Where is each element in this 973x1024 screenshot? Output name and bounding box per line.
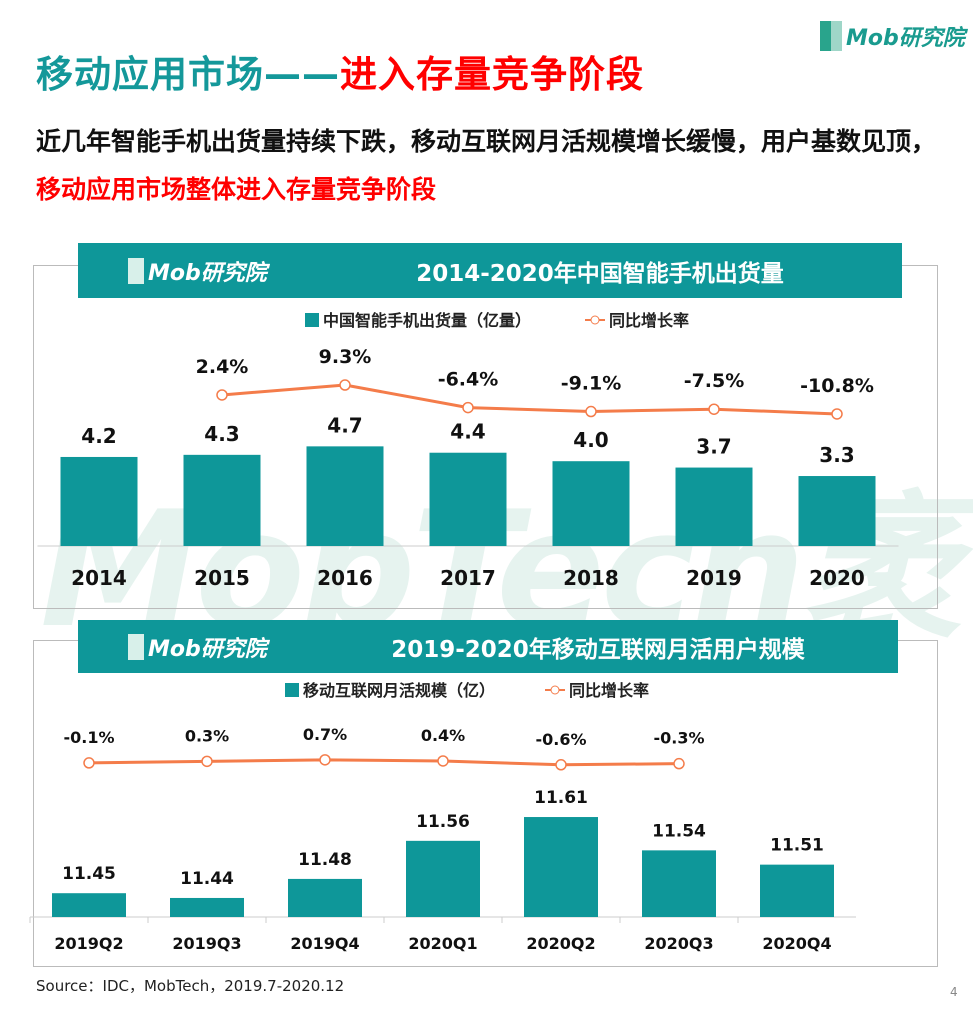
chart1-growth-label: -9.1% — [561, 373, 622, 395]
chart2-bar-label: 11.61 — [534, 788, 588, 808]
chart2-growth-label: -0.3% — [653, 729, 704, 748]
chart2-bar — [52, 893, 126, 917]
chart2-bar-label: 11.44 — [180, 869, 234, 889]
chart1-bar — [552, 461, 630, 546]
chart2-growth-point — [83, 757, 95, 769]
chart1-legend-bar-swatch — [305, 313, 319, 327]
chart1-growth-label: -6.4% — [438, 369, 499, 391]
source-note: Source：IDC，MobTech，2019.7-2020.12 — [36, 977, 345, 995]
chart1-x-tick-label: 2018 — [563, 566, 619, 590]
chart2-legend-bar-swatch — [285, 683, 299, 697]
chart2-growth-point — [437, 755, 449, 767]
chart2-growth-label: -0.6% — [535, 730, 586, 749]
chart2-bar — [642, 850, 716, 917]
chart2-legend-line: 同比增长率 — [569, 681, 649, 700]
chart1-x-tick-label: 2016 — [317, 566, 373, 590]
chart2-header: Mob研究院 2019-2020年移动互联网月活用户规模 — [78, 620, 898, 673]
chart2-bar-label: 11.51 — [770, 836, 824, 856]
chart1-growth-point — [831, 408, 843, 420]
page-title: 移动应用市场——进入存量竞争阶段 — [36, 44, 644, 98]
chart2-bar — [406, 840, 480, 917]
chart2-x-tick-label: 2020Q1 — [408, 934, 477, 953]
chart1-growth-label: -7.5% — [684, 370, 745, 392]
chart2-x-tick-label: 2020Q3 — [644, 934, 713, 953]
chart2-logo-text: Mob研究院 — [148, 636, 267, 662]
chart2-bar-label: 11.54 — [652, 821, 706, 841]
chart1-bar-label: 3.3 — [819, 443, 854, 467]
chart2-bar — [288, 878, 362, 917]
chart1-bar — [429, 452, 507, 546]
chart2-growth-line — [88, 758, 680, 767]
chart1-bar-label: 4.2 — [81, 424, 116, 448]
summary-part1: 近几年智能手机出货量持续下跌，移动互联网月活规模增长缓慢，用户基数见顶， — [36, 127, 937, 156]
chart1-growth-line — [221, 383, 838, 416]
chart1-bar-label: 3.7 — [696, 435, 731, 459]
chart2-growth-point — [555, 759, 567, 771]
chart2-bar-label: 11.48 — [298, 850, 352, 870]
summary-part2: 移动应用市场整体进入存量竞争阶段 — [36, 175, 437, 204]
chart2-growth-point — [201, 755, 213, 768]
chart1-x-tick-label: 2015 — [194, 566, 250, 590]
logo-text: Mob研究院 — [846, 26, 965, 51]
title-part2: 进入存量竞争阶段 — [340, 53, 644, 96]
chart2-bar-label: 11.56 — [416, 812, 470, 832]
chart1-growth-label: 9.3% — [319, 346, 372, 368]
chart2-x-tick-label: 2020Q4 — [762, 934, 831, 953]
chart1-x-tick-label: 2020 — [809, 566, 865, 590]
chart2-x-tick-label: 2019Q4 — [290, 934, 359, 953]
chart1-growth-point — [462, 401, 474, 414]
chart2-legend-line-marker — [550, 685, 560, 695]
chart1-bar — [675, 467, 753, 546]
chart1-bar — [798, 476, 876, 546]
summary-text: 近几年智能手机出货量持续下跌，移动互联网月活规模增长缓慢，用户基数见顶， 移动应用… — [36, 118, 936, 214]
chart1-growth-point — [216, 389, 228, 401]
chart1-title: 2014-2020年中国智能手机出货量 — [416, 260, 784, 287]
chart1-bar-label: 4.7 — [327, 413, 362, 437]
chart2-growth-label: 0.3% — [185, 726, 229, 745]
chart1-growth-point — [585, 405, 597, 418]
page-number: 4 — [950, 985, 958, 999]
chart1-legend-line-marker — [590, 315, 600, 325]
title-part1: 移动应用市场—— — [36, 53, 340, 96]
chart2-growth-point — [319, 754, 331, 766]
chart2-x-tick-label: 2019Q2 — [54, 934, 123, 953]
chart1-x-tick-label: 2019 — [686, 566, 742, 590]
chart1-bar — [60, 456, 138, 546]
chart1-growth-label: 2.4% — [196, 356, 249, 378]
mob-logo: Mob研究院 — [820, 20, 965, 52]
chart2-growth-label: 0.4% — [421, 726, 465, 745]
chart1-growth-label: -10.8% — [800, 375, 874, 397]
chart2-x-tick-label: 2019Q3 — [172, 934, 241, 953]
chart2-logo: Mob研究院 — [128, 631, 378, 663]
chart1-bar — [306, 446, 384, 546]
chart2-bar-label: 11.45 — [62, 864, 116, 884]
chart2-growth-point — [673, 757, 685, 770]
chart1-bar — [183, 454, 261, 546]
chart1-logo-text: Mob研究院 — [148, 260, 267, 286]
chart2-growth-label: -0.1% — [63, 728, 114, 747]
chart2-bar — [170, 897, 244, 917]
chart2-growth-label: 0.7% — [303, 725, 347, 744]
chart1-growth-point — [708, 403, 720, 415]
chart1-x-tick-label: 2017 — [440, 566, 496, 590]
logo-icon — [128, 633, 144, 660]
chart1-header: Mob研究院 2014-2020年中国智能手机出货量 — [78, 243, 902, 298]
chart2-bar — [760, 864, 834, 917]
logo-icon — [820, 21, 842, 51]
chart2-bar — [524, 817, 598, 917]
chart1-x-tick-label: 2014 — [71, 566, 127, 590]
chart1-bar-label: 4.4 — [450, 420, 485, 444]
chart1-bar-label: 4.0 — [573, 428, 608, 452]
chart1-legend-line: 同比增长率 — [609, 311, 689, 330]
chart2-legend-bar: 移动互联网月活规模（亿） — [303, 681, 495, 700]
chart1-logo: Mob研究院 — [128, 255, 378, 287]
chart1-bar-label: 4.3 — [204, 422, 239, 446]
chart2-title: 2019-2020年移动互联网月活用户规模 — [391, 636, 805, 663]
chart1-legend-bar: 中国智能手机出货量（亿量） — [323, 311, 531, 330]
chart1-growth-point — [339, 379, 351, 391]
chart2-x-tick-label: 2020Q2 — [526, 934, 595, 953]
logo-icon — [128, 257, 144, 284]
